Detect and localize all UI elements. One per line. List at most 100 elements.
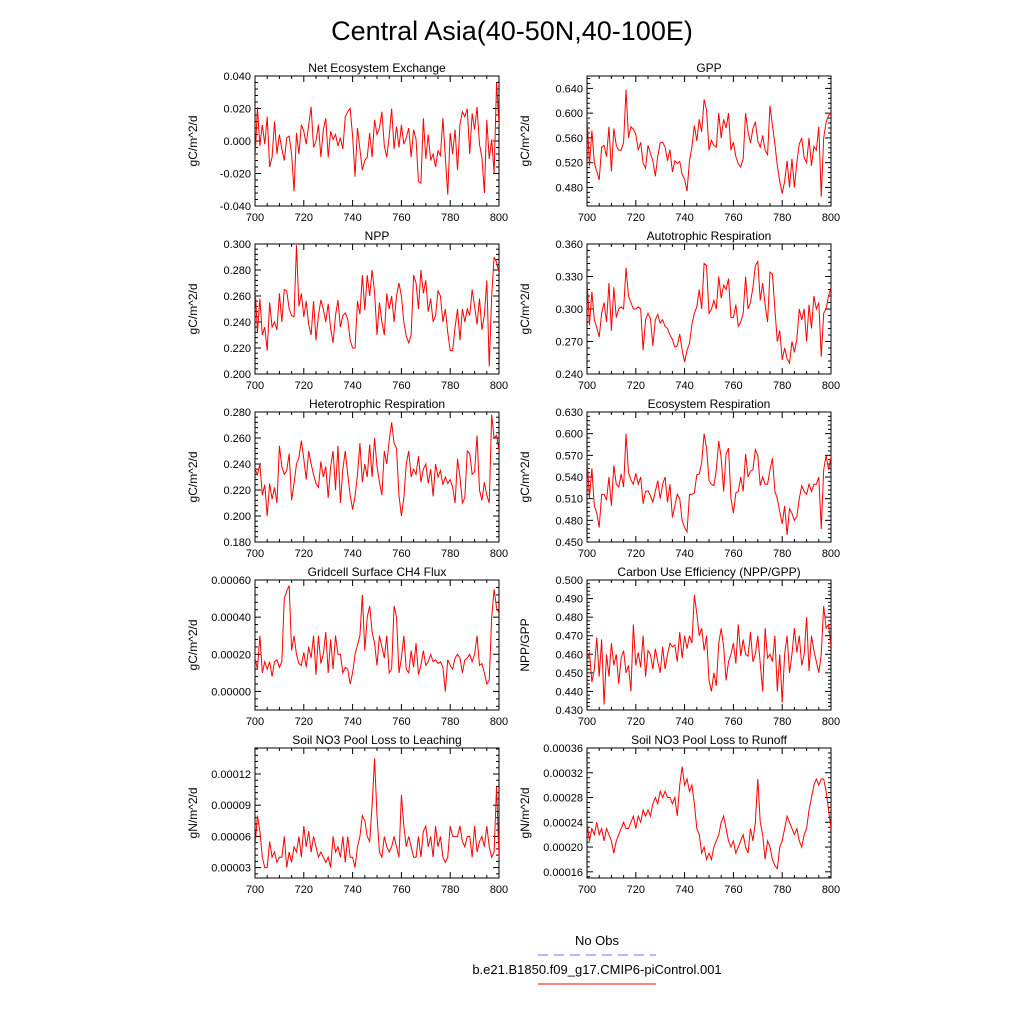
x-tick-label: 720 xyxy=(627,212,645,224)
x-tick-label: 780 xyxy=(773,884,791,896)
x-tick-label: 800 xyxy=(490,380,508,392)
y-tick-label: 0.240 xyxy=(555,369,583,381)
x-tick-label: 800 xyxy=(822,380,840,392)
panel-title: Carbon Use Efficiency (NPP/GPP) xyxy=(617,565,800,579)
x-tick-label: 720 xyxy=(295,716,313,728)
y-tick-label: 0.450 xyxy=(555,537,583,549)
x-tick-label: 760 xyxy=(724,380,742,392)
panel-title: Ecosystem Respiration xyxy=(648,397,771,411)
y-tick-label: 0.00040 xyxy=(211,612,251,624)
y-tick-label: 0.000 xyxy=(223,136,251,148)
x-tick-label: 780 xyxy=(773,716,791,728)
x-tick-label: 740 xyxy=(675,380,693,392)
y-tick-label: 0.240 xyxy=(223,317,251,329)
x-tick-label: 700 xyxy=(578,212,596,224)
y-tick-label: 0.260 xyxy=(223,291,251,303)
x-tick-label: 740 xyxy=(343,548,361,560)
x-tick-label: 760 xyxy=(392,884,410,896)
panel-frame xyxy=(586,747,832,879)
x-tick-label: 800 xyxy=(822,212,840,224)
x-tick-label: 720 xyxy=(627,716,645,728)
x-tick-label: 760 xyxy=(392,548,410,560)
y-tick-label: 0.220 xyxy=(223,485,251,497)
x-tick-label: 740 xyxy=(343,380,361,392)
x-tick-label: 700 xyxy=(246,380,264,392)
series-line-model xyxy=(587,594,831,705)
x-tick-label: 780 xyxy=(773,548,791,560)
y-axis-label: gC/m^2/d xyxy=(518,116,532,167)
series-line-model xyxy=(255,414,499,517)
y-tick-label: 0.00016 xyxy=(543,867,583,879)
x-tick-label: 700 xyxy=(578,884,596,896)
x-tick-label: 800 xyxy=(490,548,508,560)
x-tick-label: 720 xyxy=(295,884,313,896)
x-tick-label: 800 xyxy=(822,716,840,728)
y-tick-label: 0.240 xyxy=(223,459,251,471)
x-tick-label: 740 xyxy=(675,548,693,560)
y-axis-label: NPP/GPP xyxy=(518,618,532,671)
y-tick-label: 0.00024 xyxy=(543,817,583,829)
x-tick-label: 700 xyxy=(246,716,264,728)
y-tick-label: 0.460 xyxy=(555,649,583,661)
x-tick-label: 800 xyxy=(490,716,508,728)
y-tick-label: 0.00009 xyxy=(211,800,251,812)
series-line-model xyxy=(587,766,831,870)
y-axis-label: gN/m^2/d xyxy=(186,788,200,839)
y-tick-label: 0.500 xyxy=(555,575,583,587)
panel-title: NPP xyxy=(365,229,390,243)
y-tick-label: 0.510 xyxy=(555,494,583,506)
y-tick-label: 0.300 xyxy=(555,304,583,316)
y-tick-label: 0.450 xyxy=(555,668,583,680)
y-tick-label: 0.480 xyxy=(555,612,583,624)
x-tick-label: 740 xyxy=(343,716,361,728)
panel-carbon-use-efficiency-npp-gpp: Carbon Use Efficiency (NPP/GPP) 700 720 740… xyxy=(518,565,840,728)
series-line-model xyxy=(255,82,499,195)
y-tick-label: 0.300 xyxy=(223,239,251,251)
panel-frame xyxy=(254,75,500,207)
y-tick-label: 0.00032 xyxy=(543,768,583,780)
y-tick-label: 0.220 xyxy=(223,343,251,355)
x-tick-label: 780 xyxy=(441,884,459,896)
panel-grid: Net Ecosystem Exchange 700 720 740 760 780 800… xyxy=(186,61,840,896)
x-tick-label: 720 xyxy=(627,884,645,896)
legend-model-label: b.e21.B1850.f09_g17.CMIP6-piControl.001 xyxy=(472,962,721,977)
x-tick-label: 800 xyxy=(822,548,840,560)
x-tick-label: 700 xyxy=(246,884,264,896)
y-tick-label: 0.490 xyxy=(555,594,583,606)
series-line-model xyxy=(255,758,499,869)
y-axis-label: gC/m^2/d xyxy=(518,452,532,503)
panel-title: Heterotrophic Respiration xyxy=(309,397,445,411)
y-tick-label: 0.440 xyxy=(555,686,583,698)
series-line-model xyxy=(255,585,499,692)
y-tick-label: 0.470 xyxy=(555,631,583,643)
panel-npp: NPP 700 720 740 760 780 800 0.200 0.220 0.240 0.26… xyxy=(186,229,508,392)
panel-title: Gridcell Surface CH4 Flux xyxy=(308,565,447,579)
legend: No Obs b.e21.B1850.f09_g17.CMIP6-piContr… xyxy=(472,933,722,985)
series-line-model xyxy=(255,245,499,367)
series-line-model xyxy=(587,433,831,535)
x-tick-label: 760 xyxy=(724,884,742,896)
y-tick-label: 0.520 xyxy=(555,158,583,170)
x-tick-label: 700 xyxy=(578,548,596,560)
panel-title: Net Ecosystem Exchange xyxy=(308,61,446,75)
y-tick-label: 0.330 xyxy=(555,272,583,284)
x-tick-label: 720 xyxy=(627,548,645,560)
y-tick-label: -0.040 xyxy=(220,201,251,213)
panel-autotrophic-respiration: Autotrophic Respiration 700 720 740 760 780 80… xyxy=(518,229,840,392)
panel-net-ecosystem-exchange: Net Ecosystem Exchange 700 720 740 760 780 800… xyxy=(186,61,508,224)
y-axis-label: gC/m^2/d xyxy=(186,620,200,671)
x-tick-label: 720 xyxy=(627,380,645,392)
x-tick-label: 780 xyxy=(773,212,791,224)
x-tick-label: 740 xyxy=(675,884,693,896)
y-tick-label: 0.570 xyxy=(555,450,583,462)
y-axis-label: gC/m^2/d xyxy=(518,284,532,335)
y-tick-label: 0.430 xyxy=(555,705,583,717)
y-tick-label: -0.020 xyxy=(220,169,251,181)
x-tick-label: 780 xyxy=(441,548,459,560)
y-tick-label: 0.260 xyxy=(223,433,251,445)
panel-title: Autotrophic Respiration xyxy=(647,229,772,243)
x-tick-label: 720 xyxy=(295,380,313,392)
y-tick-label: 0.600 xyxy=(555,108,583,120)
y-tick-label: 0.040 xyxy=(223,71,251,83)
